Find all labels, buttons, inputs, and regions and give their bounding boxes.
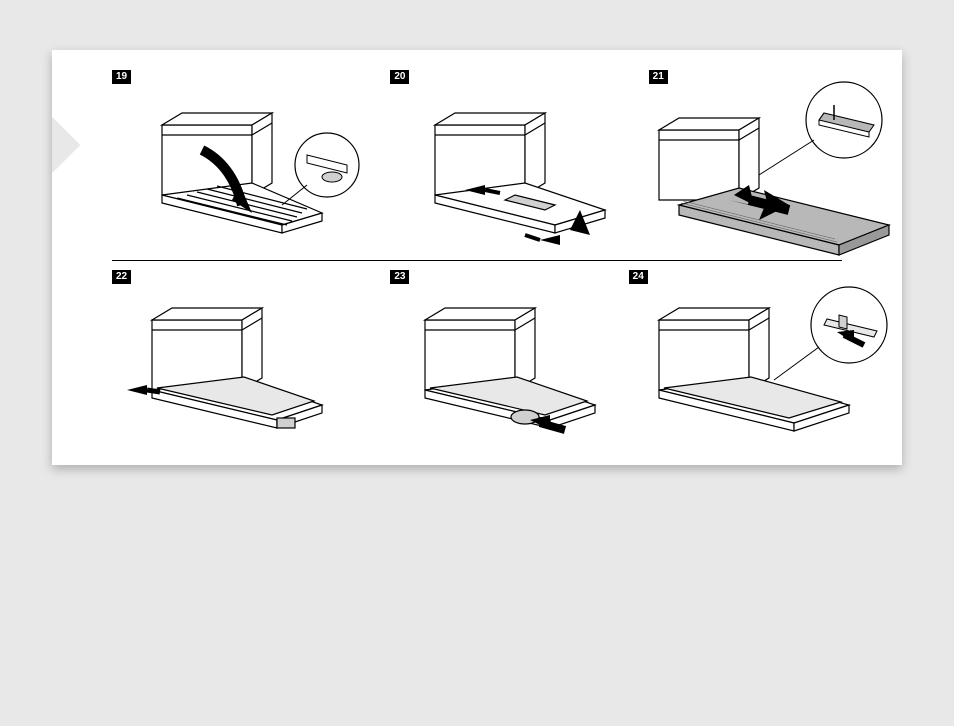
step-number-badge: 19 — [112, 70, 131, 84]
step-number-badge: 23 — [390, 270, 409, 284]
instruction-page: 19 — [52, 50, 902, 465]
step-row-1: 19 — [52, 70, 902, 250]
step-cell: 20 — [335, 70, 618, 250]
step-illustration — [365, 295, 605, 445]
step-row-2: 22 — [52, 270, 902, 450]
step-illustration — [92, 295, 332, 445]
step-illustration — [365, 95, 625, 255]
step-illustration — [102, 95, 362, 255]
step-cell: 24 — [619, 270, 902, 450]
step-cell: 22 — [52, 270, 335, 450]
step-number-badge: 22 — [112, 270, 131, 284]
step-cell: 23 — [335, 270, 618, 450]
step-illustration — [619, 80, 902, 260]
step-illustration — [619, 285, 902, 450]
step-number-badge: 20 — [390, 70, 409, 84]
step-number-badge: 24 — [629, 270, 648, 284]
step-cell: 21 — [619, 70, 902, 250]
step-cell: 19 — [52, 70, 335, 250]
row-divider — [112, 260, 842, 261]
